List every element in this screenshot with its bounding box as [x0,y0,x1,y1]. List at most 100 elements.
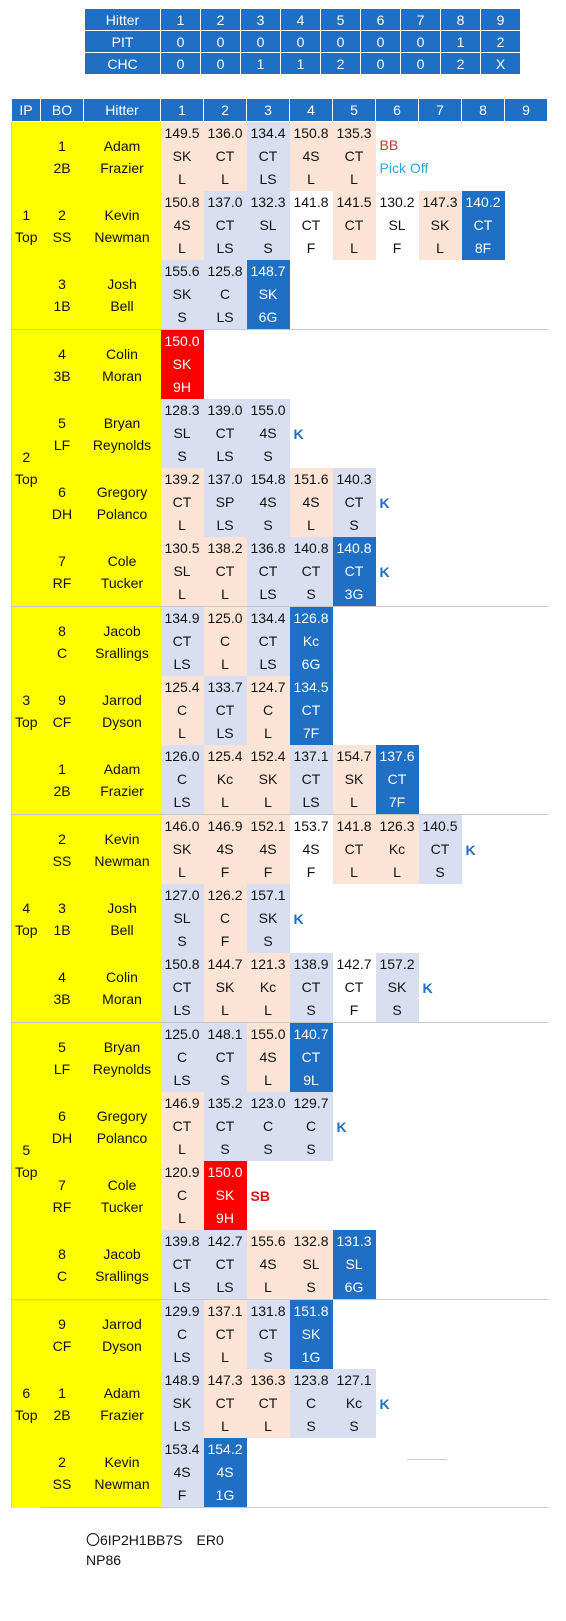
hitter-name-line: Frazier [100,1406,144,1423]
pitch-type: SK [172,356,192,372]
pitch-type: CT [215,217,235,233]
hitter-name: Cole Tucker [83,1161,161,1230]
pitch-cell: 126.8 Kc 6G [289,606,333,676]
scoreboard-score: 0 [400,52,441,75]
hitter-name: Josh Bell [83,260,161,330]
pitch-result: L [221,1418,229,1434]
pitch-speed: 130.5 [164,540,200,556]
pitch-type: CT [344,563,364,579]
hitter-name-line: Frazier [100,159,144,176]
pitch-speed: 153.7 [293,818,329,834]
pitch-result: S [306,1141,316,1157]
pitch-result: L [178,586,186,602]
inning-label: 4 Top [11,814,41,1023]
batting-order: 4 3B [40,329,84,399]
pitch-result: L [264,725,272,741]
pitch-speed: 132.3 [250,194,286,210]
pitch-type: SK [344,771,364,787]
pitch-speed: 148.9 [164,1372,200,1388]
pitch-cell: 155.6 4S L [246,1230,290,1300]
pitch-cell: 142.7 CT F [332,953,376,1023]
pitch-speed: 140.8 [293,540,329,556]
pitch-type: CT [387,771,407,787]
column-header: 6 [375,98,419,122]
pitch-cell: 130.5 SL L [160,537,204,607]
strikeout-mark: K [293,910,304,927]
pitch-type: CT [344,979,364,995]
pitch-cell: 150.8 4S L [160,191,204,260]
inning-label: 3 Top [11,606,41,815]
batting-order: 6 DH [40,468,84,537]
pitch-result: S [177,309,187,325]
pitch-cell: 137.1 CT L [203,1299,247,1369]
scoreboard-inning-header: 3 [240,8,281,31]
hitter-name: Kevin Newman [83,1438,161,1508]
pitch-cell: 146.9 4S F [203,814,247,884]
pitch-cell: 152.4 SK L [246,745,290,815]
empty-cell [332,1022,548,1092]
pitch-type: CT [172,494,192,510]
pitch-speed: 124.7 [250,679,286,695]
pitch-result: LS [173,1349,191,1365]
batter-row: 1 Top 1 2B Adam Frazier 149.5 SK L 136.0 CT L 134.4 C… [11,121,548,330]
pitch-cell: 137.6 CT 7F [375,745,419,815]
pitch-result: S [263,1349,273,1365]
pitch-cell: 125.0 C LS [160,1022,204,1092]
pitch-result: 3G [344,586,364,602]
pitch-cell: 140.8 CT S [289,537,333,607]
pitch-cell: 124.7 C L [246,676,290,745]
pitch-type: CT [258,563,278,579]
pitch-result: L [178,171,186,187]
pitch-speed: 121.3 [250,956,286,972]
inning-label-line: Top [14,713,38,730]
pitch-result: L [178,517,186,533]
divider [407,1459,447,1460]
hitter-name-line: Colin [106,968,138,985]
pitch-type: CT [172,979,192,995]
scoreboard-inning-header: 7 [400,8,441,31]
walk-note: BB [379,136,399,153]
hitter-name-line: Newman [94,1475,150,1492]
scoreboard-score: 1 [280,52,321,75]
pitch-cell: 150.8 CT LS [160,953,204,1023]
pitch-result: L [264,1418,272,1434]
batting-order: 2 SS [40,191,84,260]
batting-order-line: 2B [53,782,71,799]
batter-row: 3 1B Josh Bell 127.0 SL S 126.2 C F 157.1 SK S K [12,884,548,953]
scoreboard-score: 0 [280,30,321,53]
summary-line-1: 〇6IP2H1BB7S ER0 [86,1532,224,1548]
pitch-result: F [392,240,402,256]
pitch-speed: 151.8 [293,1303,329,1319]
inning-label-line: 2 [22,449,31,465]
pitch-type: SK [172,1395,192,1411]
hitter-name-line: Jacob [103,622,141,639]
pitch-result: L [178,1141,186,1157]
hitter-name: Bryan Reynolds [83,1022,161,1092]
batting-order-line: 7 [58,1176,66,1193]
hitter-name-line: Dyson [102,1337,142,1354]
pitch-cell: 125.8 C LS [203,260,247,330]
scoreboard-score: 0 [320,30,361,53]
pitch-cell: 146.9 CT L [160,1092,204,1161]
batter-row: 4 3B Colin Moran 150.8 CT LS 144.7 SK L 121.3 Kc L 13… [12,953,548,1023]
batter-row: 9 CF Jarrod Dyson 125.4 C L 133.7 CT LS 124.7 C L 134… [12,676,548,745]
pitch-cell: 155.6 SK S [160,260,204,330]
pitch-result: F [220,864,230,880]
pitch-cell: 154.7 SK L [332,745,376,815]
pitch-speed: 147.3 [207,1372,243,1388]
hitter-name-line: Gregory [96,1107,148,1124]
pitch-result: L [350,240,358,256]
summary-line-2: NP86 [86,1552,122,1568]
pitch-type: SL [388,217,406,233]
pitch-speed: 155.6 [250,1233,286,1249]
pitch-speed: 146.9 [207,818,243,834]
pitch-type: C [262,1118,274,1134]
pitch-result: L [393,864,401,880]
scoreboard-score: 1 [440,30,481,53]
pitch-cell: 153.4 4S F [160,1438,204,1508]
batting-order-line: 5 [58,414,66,431]
pitch-speed: 150.8 [164,194,200,210]
scoreboard-inning-header: 8 [440,8,481,31]
empty-cell [246,1438,548,1508]
